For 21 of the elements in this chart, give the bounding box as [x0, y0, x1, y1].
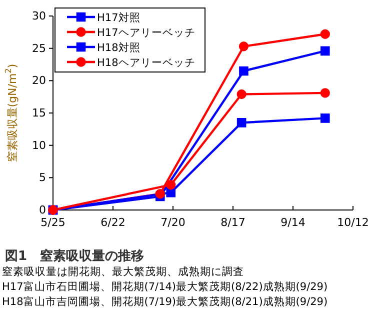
y-tick-label: 0	[39, 204, 46, 217]
legend-label: H18ヘアリーベッチ	[97, 57, 196, 69]
x-tick-label: 10/12	[337, 216, 369, 229]
text: 窒素吸収量は開花期、最大繁茂期、成熟期に調査	[2, 265, 244, 278]
y-tick-label: 20	[32, 74, 46, 88]
text: H17富山市石田圃場、開花期(7/14)最大繁茂期(8/22)成熟期(9/29)	[2, 280, 328, 293]
text: H18富山市吉岡圃場、開花期(7/19)最大繁茂期(8/21)成熟期(9/29)	[2, 295, 328, 308]
y-tick-label: 25	[32, 42, 46, 55]
x-tick-label: 7/20	[160, 216, 186, 229]
legend-label: H18対照	[97, 41, 140, 54]
legend-label: H17ヘアリーベッチ	[97, 27, 196, 39]
legend-label: H17対照	[97, 11, 140, 24]
x-tick-label: 5/25	[40, 216, 66, 229]
x-tick-label: 8/17	[220, 216, 246, 229]
x-tick-label: 9/14	[280, 216, 306, 229]
text: 図1 窒素吸収量の推移	[5, 248, 144, 264]
y-tick-label: 15	[32, 106, 46, 120]
x-tick-label: 6/22	[100, 216, 126, 229]
y-tick-label: 30	[32, 10, 46, 23]
y-tick-label: 5	[39, 171, 46, 184]
y-tick-label: 10	[32, 138, 46, 152]
